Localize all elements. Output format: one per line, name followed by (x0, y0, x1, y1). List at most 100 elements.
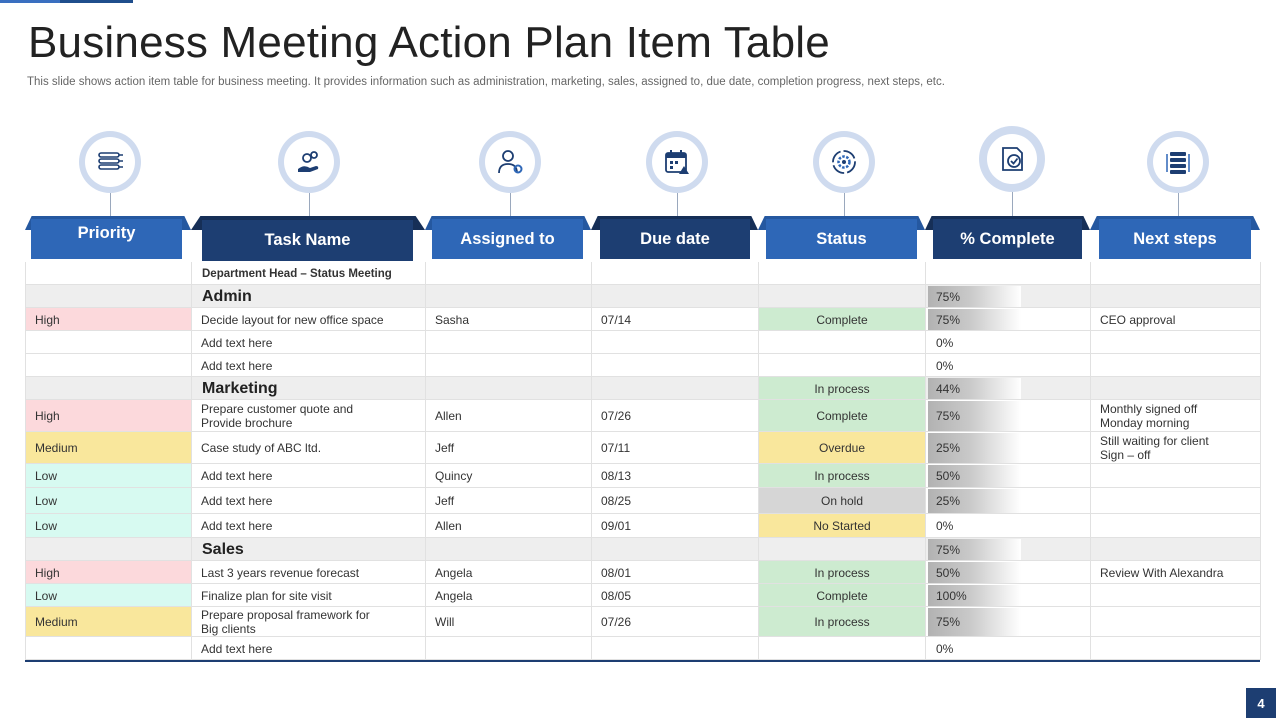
assigned-to-cell (426, 331, 591, 354)
due-date-cell: 08/05 (601, 588, 632, 603)
column-divider (925, 262, 926, 660)
section-title: Marketing (202, 379, 278, 397)
section-row-sales: Sales 75% (25, 538, 1260, 561)
task-name-cell: Add text here (201, 519, 273, 533)
percent-complete-cell: 25% (928, 489, 1021, 513)
icon-connector-line (1178, 193, 1179, 219)
icon-connector-line (510, 193, 511, 219)
table-row: Add text here 0% (25, 354, 1260, 377)
assigned-to-cell: Angela (435, 588, 473, 603)
row-divider (25, 487, 1260, 488)
percent-complete-cell: 50% (928, 465, 1021, 487)
due-date-cell: 09/01 (601, 519, 632, 533)
table-row: Add text here 0% (25, 331, 1260, 354)
task-name-cell: Add text here (201, 641, 273, 656)
column-header-label: Task Name (264, 231, 351, 249)
priority-cell (26, 354, 191, 377)
list-priority-icon (98, 152, 123, 170)
column-header-complete: % Complete (933, 219, 1082, 259)
icon-badge-inner (987, 134, 1037, 184)
percent-complete-cell: 0% (936, 358, 954, 373)
section-row-marketing: Marketing In process 44% (25, 377, 1260, 400)
percent-complete-cell: 0% (936, 519, 954, 533)
next-steps-cell (1091, 354, 1260, 377)
column-divider (758, 262, 759, 660)
icon-connector-line (110, 193, 111, 219)
calendar-warning-icon (665, 150, 689, 174)
assigned-to-cell: Jeff (435, 441, 455, 455)
page-number: 4 (1246, 688, 1276, 718)
next-steps-cell (1091, 607, 1260, 637)
row-divider (25, 560, 1260, 561)
due-date-cell: 08/01 (601, 565, 632, 580)
status-cell: In process (759, 607, 925, 637)
column-divider (425, 262, 426, 660)
icon-badge-inner (85, 137, 135, 187)
page-subtitle: This slide shows action item table for b… (27, 76, 945, 88)
table-row: Low Finalize plan for site visit Angela 08/… (25, 584, 1260, 607)
status-cell: Complete (759, 584, 925, 607)
priority-cell: Medium (26, 432, 191, 464)
assigned-to-cell: Sasha (435, 312, 470, 327)
stack-arrows-icon (1166, 152, 1190, 174)
person-gear-icon-badge (479, 131, 541, 193)
row-divider (25, 537, 1260, 538)
row-divider (25, 636, 1260, 637)
priority-cell: Low (26, 488, 191, 514)
assigned-to-cell (426, 637, 591, 660)
row-divider (25, 463, 1260, 464)
next-steps-cell (1091, 488, 1260, 514)
percent-complete-cell: 44% (928, 378, 1021, 399)
table-row: High Last 3 years revenue forecast Angela 0… (25, 561, 1260, 584)
percent-complete-cell: 75% (928, 286, 1021, 307)
gear-cycle-icon (832, 150, 856, 174)
priority-cell: Low (26, 464, 191, 488)
row-divider (25, 513, 1260, 514)
icon-badge-inner (485, 137, 535, 187)
table-row: Medium Case study of ABC ltd. Jeff 07/11 Ove… (25, 432, 1260, 464)
status-cell: In process (759, 377, 925, 400)
hand-gears-icon-badge (278, 131, 340, 193)
status-cell: No Started (759, 514, 925, 538)
person-gear-icon (498, 150, 523, 174)
task-name-cell: Finalize plan for site visit (201, 588, 332, 603)
document-check-icon-badge (979, 126, 1045, 192)
table-row: Low Add text here Jeff 08/25 On hold 25% (25, 488, 1260, 514)
next-steps-cell: CEO approval (1100, 312, 1176, 327)
task-name-cell: Case study of ABC ltd. (201, 441, 322, 455)
next-steps-cell (1091, 514, 1260, 538)
row-divider (25, 330, 1260, 331)
task-name-cell: Prepare customer quote and Provide broch… (201, 402, 354, 430)
percent-complete-cell: 0% (936, 641, 954, 656)
percent-complete-cell: 100% (928, 585, 1021, 606)
column-divider (191, 262, 192, 660)
calendar-warning-icon-badge (646, 131, 708, 193)
due-date-cell (592, 637, 758, 660)
status-cell: In process (759, 464, 925, 488)
task-name-cell: Decide layout for new office space (201, 312, 384, 327)
task-name-cell: Add text here (201, 358, 273, 373)
icon-connector-line (309, 193, 310, 220)
icon-connector-line (677, 193, 678, 219)
row-divider (25, 376, 1260, 377)
top-accent-segment (0, 0, 60, 3)
task-name-cell: Prepare proposal framework for Big clien… (201, 608, 370, 636)
row-divider (25, 583, 1260, 584)
column-header-label: % Complete (960, 229, 1055, 248)
icon-badge-inner (1153, 137, 1203, 187)
next-steps-cell: Monthly signed off Monday morning (1100, 402, 1198, 430)
row-divider (25, 284, 1260, 285)
priority-cell (26, 637, 191, 660)
table-row: Medium Prepare proposal framework for Big… (25, 607, 1260, 637)
due-date-cell: 07/11 (601, 441, 631, 455)
column-header-task-name: Task Name (202, 220, 413, 261)
column-divider (1090, 262, 1091, 660)
priority-cell (26, 331, 191, 354)
due-date-cell (592, 331, 758, 354)
due-date-cell: 07/26 (601, 409, 632, 423)
column-header-label: Assigned to (460, 229, 555, 248)
status-cell (759, 331, 925, 354)
row-divider (25, 399, 1260, 400)
next-steps-cell (1091, 331, 1260, 354)
department-row: Department Head – Status Meeting (25, 262, 1260, 285)
